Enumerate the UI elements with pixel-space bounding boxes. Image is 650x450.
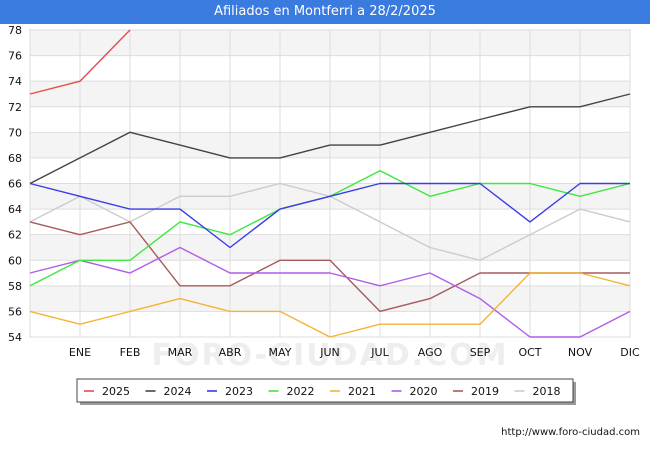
- series-line-2025: [29, 29, 131, 95]
- y-tick-label: 56: [8, 305, 22, 318]
- y-tick-label: 64: [8, 203, 22, 216]
- x-tick-label: SEP: [470, 346, 491, 359]
- x-tick-label: OCT: [518, 346, 541, 359]
- x-tick-label: DIC: [620, 346, 640, 359]
- y-tick-label: 60: [8, 254, 22, 267]
- series-line-2023: [29, 182, 630, 249]
- series-line-2021: [29, 272, 631, 338]
- y-tick-label: 74: [8, 75, 22, 88]
- legend-label-2020: 2020: [410, 385, 438, 398]
- y-tick-label: 72: [8, 101, 22, 114]
- legend-label-2018: 2018: [533, 385, 561, 398]
- x-tick-label: ABR: [219, 346, 242, 359]
- x-tick-label: FEB: [120, 346, 141, 359]
- series-line-2024: [29, 93, 631, 185]
- x-tick-label: JUN: [319, 346, 340, 359]
- legend-label-2025: 2025: [102, 385, 130, 398]
- y-tick-label: 54: [8, 331, 22, 344]
- watermark-text: FORO-CIUDAD.COM: [152, 338, 509, 373]
- y-tick-label: 66: [8, 178, 22, 191]
- chart-title: Afiliados en Montferri a 28/2/2025: [0, 0, 650, 24]
- x-tick-label: AGO: [418, 346, 443, 359]
- y-tick-label: 58: [8, 280, 22, 293]
- x-tick-label: NOV: [568, 346, 593, 359]
- x-tick-label: MAR: [168, 346, 193, 359]
- y-tick-label: 68: [8, 152, 22, 165]
- legend-label-2021: 2021: [348, 385, 376, 398]
- legend-label-2023: 2023: [225, 385, 253, 398]
- series-line-2020: [29, 246, 631, 338]
- legend-label-2019: 2019: [471, 385, 499, 398]
- x-tick-label: ENE: [69, 346, 91, 359]
- y-tick-label: 78: [8, 24, 22, 37]
- y-tick-label: 62: [8, 229, 22, 242]
- x-tick-label: JUL: [370, 346, 389, 359]
- y-tick-label: 70: [8, 126, 22, 139]
- source-url[interactable]: http://www.foro-ciudad.com: [501, 427, 640, 438]
- x-tick-label: MAY: [269, 346, 292, 359]
- legend: 2025 2024 2023 2022 2021 2020 2019 2018: [76, 378, 576, 405]
- legend-label-2024: 2024: [164, 385, 192, 398]
- legend-label-2022: 2022: [287, 385, 315, 398]
- y-tick-label: 76: [8, 50, 22, 63]
- legend-box: [76, 378, 574, 403]
